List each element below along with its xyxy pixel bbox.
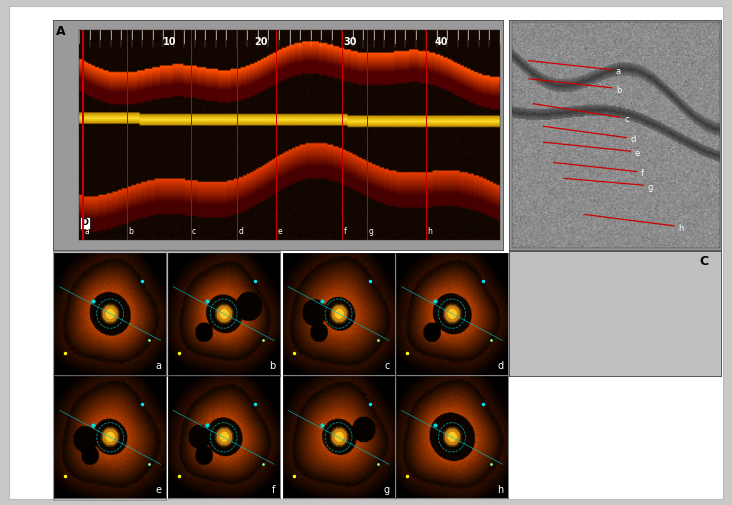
Text: g: g bbox=[384, 485, 390, 495]
Text: A: A bbox=[56, 25, 66, 38]
Text: d: d bbox=[498, 361, 504, 371]
Text: 0: 0 bbox=[91, 135, 96, 144]
Text: d: d bbox=[630, 135, 636, 144]
Text: b: b bbox=[616, 85, 621, 94]
Text: 30: 30 bbox=[344, 36, 357, 46]
Text: f: f bbox=[272, 485, 275, 495]
Text: D: D bbox=[81, 218, 88, 227]
Text: a: a bbox=[84, 227, 89, 236]
Text: c: c bbox=[192, 227, 196, 236]
Text: d: d bbox=[238, 227, 243, 236]
Text: 10: 10 bbox=[163, 36, 176, 46]
Text: c: c bbox=[385, 361, 390, 371]
Text: f: f bbox=[640, 169, 644, 178]
Text: h: h bbox=[427, 227, 433, 236]
Text: h: h bbox=[497, 485, 504, 495]
Text: C: C bbox=[700, 255, 709, 268]
Text: 40: 40 bbox=[435, 36, 449, 46]
Text: 20: 20 bbox=[254, 36, 268, 46]
Text: b: b bbox=[129, 227, 134, 236]
Text: f: f bbox=[343, 227, 346, 236]
Text: e: e bbox=[277, 227, 282, 236]
Text: B: B bbox=[521, 27, 531, 40]
Text: 1mm: 1mm bbox=[91, 80, 111, 89]
Text: h: h bbox=[678, 224, 684, 233]
Text: e: e bbox=[156, 485, 162, 495]
Text: b: b bbox=[269, 361, 275, 371]
Text: a: a bbox=[616, 68, 621, 76]
Text: e: e bbox=[635, 149, 640, 158]
Text: c: c bbox=[624, 115, 629, 124]
Text: g: g bbox=[369, 227, 373, 236]
Text: 2: 2 bbox=[91, 181, 96, 190]
Text: g: g bbox=[647, 183, 652, 192]
Text: a: a bbox=[156, 361, 162, 371]
